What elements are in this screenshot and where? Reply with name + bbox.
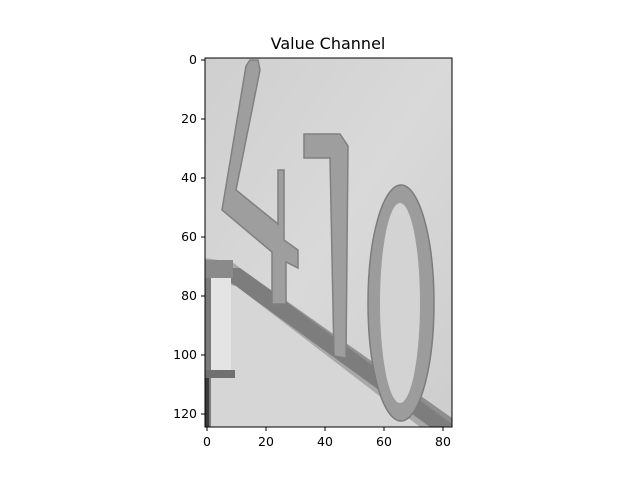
y-tick-label: 0 — [189, 52, 197, 67]
y-tick-label: 120 — [173, 406, 197, 421]
x-tick-label: 40 — [317, 434, 333, 449]
post-band — [205, 370, 235, 378]
post-top — [205, 260, 233, 278]
numeral-one — [303, 133, 349, 359]
y-tick-label: 100 — [173, 347, 197, 362]
x-tick-label: 0 — [203, 434, 211, 449]
x-axis: 0 20 40 60 80 — [203, 427, 451, 449]
x-tick-label: 80 — [435, 434, 451, 449]
numeral-four — [221, 59, 299, 305]
post-dark — [205, 378, 209, 427]
y-tick-label: 20 — [181, 111, 197, 126]
y-tick-label: 80 — [181, 288, 197, 303]
y-tick-label: 60 — [181, 229, 197, 244]
x-tick-label: 20 — [258, 434, 274, 449]
x-tick-label: 60 — [376, 434, 392, 449]
image-area — [205, 58, 452, 427]
numeral-zero-inner — [380, 203, 420, 403]
y-tick-label: 40 — [181, 170, 197, 185]
post-edge — [205, 278, 211, 427]
plot-title: Value Channel — [271, 34, 386, 53]
post-panel — [209, 278, 231, 374]
lower-wall — [205, 280, 420, 427]
y-axis: 0 20 40 60 80 100 120 — [173, 52, 205, 421]
axes-frame — [204, 57, 453, 428]
